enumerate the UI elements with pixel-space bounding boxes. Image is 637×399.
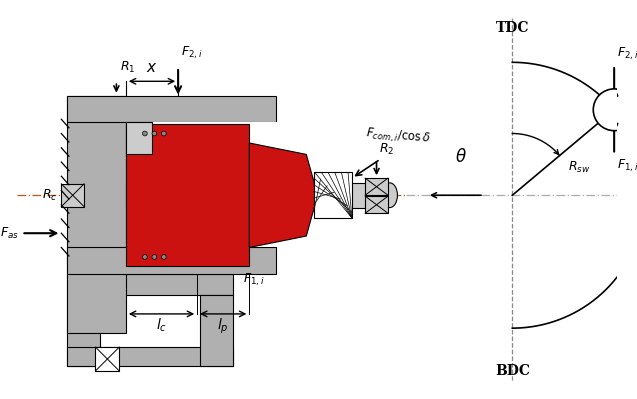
- Text: $x$: $x$: [147, 61, 158, 75]
- Bar: [126, 122, 278, 247]
- Circle shape: [152, 131, 157, 136]
- Text: $R_1$: $R_1$: [120, 59, 136, 75]
- Circle shape: [162, 131, 166, 136]
- Text: $R_c$: $R_c$: [42, 188, 57, 203]
- Text: BDC: BDC: [495, 364, 530, 379]
- Text: $\theta$: $\theta$: [455, 148, 467, 166]
- Text: $l_c$: $l_c$: [156, 317, 167, 334]
- Text: $F_{1,i}$: $F_{1,i}$: [617, 157, 637, 174]
- Bar: [126, 122, 152, 154]
- Bar: [314, 172, 352, 218]
- Bar: [61, 184, 84, 207]
- Text: $F_{gas,i}$: $F_{gas,i}$: [152, 205, 184, 222]
- Text: $F_{2,i}$: $F_{2,i}$: [617, 46, 637, 62]
- Bar: [67, 95, 126, 333]
- Bar: [365, 196, 388, 213]
- Circle shape: [152, 255, 157, 259]
- Circle shape: [162, 255, 166, 259]
- Text: $R_{sw}$: $R_{sw}$: [568, 160, 590, 175]
- Bar: [96, 347, 119, 371]
- Text: $F_{1,i}$: $F_{1,i}$: [243, 271, 264, 288]
- Bar: [67, 347, 233, 366]
- Text: $l_p$: $l_p$: [217, 317, 229, 336]
- Text: $F_{comb}$: $F_{comb}$: [150, 161, 183, 176]
- Bar: [200, 295, 233, 366]
- Bar: [126, 183, 382, 207]
- Text: $F_{as}$: $F_{as}$: [0, 226, 18, 241]
- Ellipse shape: [382, 183, 397, 207]
- Circle shape: [143, 131, 147, 136]
- Text: $F_{com,i}/\cos\delta$: $F_{com,i}/\cos\delta$: [365, 126, 432, 148]
- Bar: [67, 274, 233, 295]
- Bar: [67, 95, 276, 122]
- Circle shape: [143, 255, 147, 259]
- Bar: [365, 178, 388, 195]
- Text: $F_{2,i}$: $F_{2,i}$: [181, 45, 203, 61]
- Text: $R_2$: $R_2$: [380, 142, 395, 157]
- Text: TDC: TDC: [496, 22, 529, 36]
- Bar: [67, 295, 100, 366]
- Circle shape: [593, 89, 635, 130]
- Bar: [126, 124, 249, 267]
- Polygon shape: [249, 143, 318, 247]
- Bar: [67, 247, 276, 274]
